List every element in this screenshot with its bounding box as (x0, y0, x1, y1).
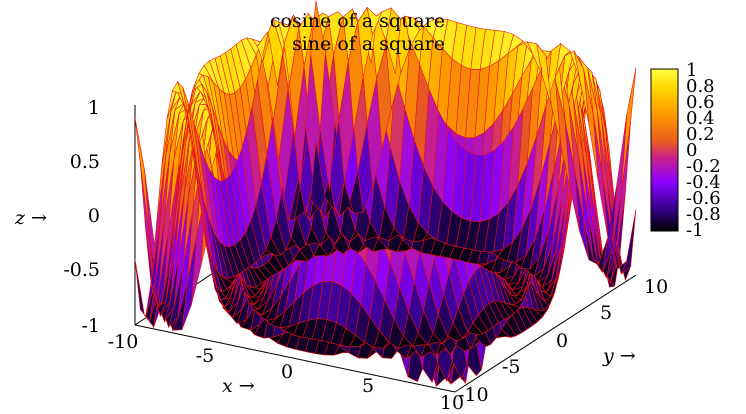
z-ticks: 1 0.5 0 -0.5 -1 (63, 97, 100, 337)
z-tick-label: -1 (81, 315, 100, 337)
colorbar-tick: -0.6 (686, 188, 721, 209)
surface-facet (310, 141, 326, 212)
x-tick-label: 10 (440, 392, 464, 414)
colorbar-tick: -0.4 (686, 172, 721, 193)
y-axis-label: y → (602, 345, 636, 367)
colorbar-gradient (650, 68, 679, 232)
colorbar-tick: 0.4 (686, 108, 715, 129)
x-tick-label: -10 (108, 331, 139, 353)
x-tick-label: -5 (196, 345, 215, 367)
x-ticks: -10 -5 0 5 10 (108, 331, 464, 414)
colorbar-tick: -1 (686, 220, 704, 241)
colorbar-tick: -0.8 (686, 204, 721, 225)
surface-mesh (134, 0, 637, 388)
z-tick-label: 0.5 (70, 151, 100, 173)
z-tick-label: 1 (88, 97, 100, 119)
y-ticks: 10 5 0 -5 -10 (458, 276, 668, 406)
colorbar-tick: -0.2 (686, 156, 721, 177)
colorbar-tick: 0.8 (686, 76, 715, 97)
surface-facet (310, 0, 326, 129)
colorbar-tick: 0 (686, 140, 697, 161)
x-tick-label: 0 (281, 361, 293, 383)
y-tick-label: -10 (458, 384, 489, 406)
x-tick-label: 5 (362, 375, 374, 397)
z-tick-label: -0.5 (63, 259, 100, 281)
legend: cosine of a square sine of a square (270, 10, 445, 55)
y-tick-label: 0 (556, 330, 568, 352)
colorbar-tick: 0.2 (686, 124, 715, 145)
y-axis-line (454, 274, 637, 393)
colorbar-tick: 1 (686, 60, 697, 81)
y-tick-label: -5 (502, 356, 521, 378)
legend-entry: cosine of a square (270, 10, 445, 32)
surface-facet (621, 67, 637, 192)
colorbar-tick: 0.6 (686, 92, 715, 113)
z-axis-label: z → (14, 207, 47, 229)
y-tick-label: 10 (644, 276, 668, 298)
colorbar: 1 0.8 0.6 0.4 0.2 0 -0.2 -0.4 -0.6 -0.8 … (650, 60, 721, 241)
z-tick-label: 0 (88, 205, 100, 227)
y-tick-label: 5 (600, 302, 612, 324)
x-axis-line (134, 324, 456, 393)
x-axis-label: x → (222, 375, 255, 397)
legend-entry: sine of a square (292, 33, 445, 55)
